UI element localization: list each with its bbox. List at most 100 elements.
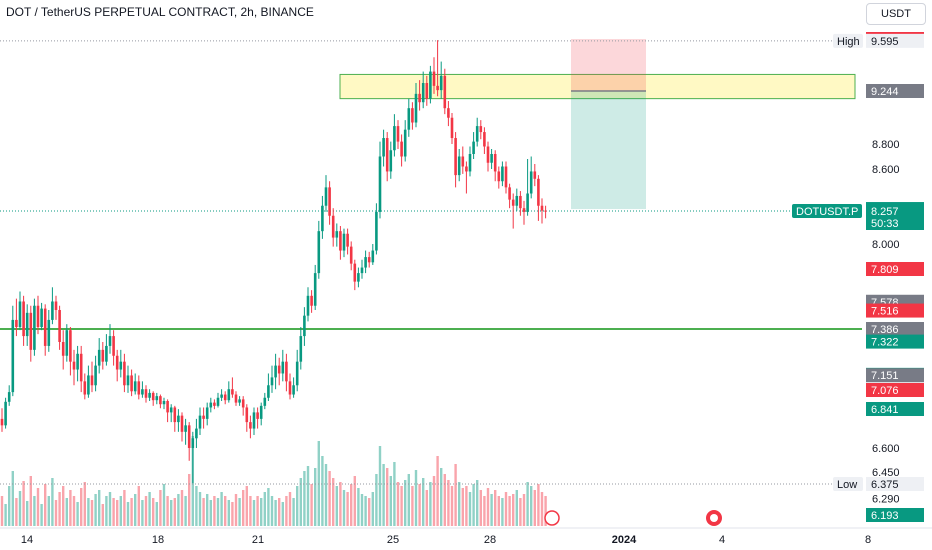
volume-bar [508,496,511,526]
volume-bar [342,490,346,526]
candle-body [389,150,393,172]
x-tick-label: 14 [21,534,33,546]
volume-bar [357,488,360,526]
candle-body [519,195,522,209]
volume-bar [360,494,364,526]
price-tag: 7.322 [871,337,899,349]
volume-bar [238,498,241,526]
candle-body [393,126,396,151]
candle-body [87,375,90,395]
candle-body [112,336,115,356]
volume-bar [328,471,331,526]
volume-bar [432,476,436,526]
take-profit-zone [571,91,646,210]
candle-body [310,295,313,306]
low-prefix: Low [837,479,857,491]
candle-body [15,319,18,328]
symbol-tag: DOTUSDT.P [796,206,858,218]
volume-bar [94,494,97,526]
volume-bar [180,490,184,526]
candle-body [130,375,133,392]
candle-body [169,407,173,413]
candle-body [436,85,439,91]
candle-body [0,418,4,426]
volume-bar [137,486,140,526]
volume-bar [242,490,245,526]
candle-body [385,138,389,172]
candle-body [447,108,450,118]
candle-body [180,415,184,432]
candle-body [515,195,519,206]
volume-bar [249,496,252,526]
y-tick-label: 8.000 [872,239,900,251]
volume-bar [396,482,400,526]
volume-bar [296,486,299,526]
volume-bar [22,481,25,526]
candle-body [133,381,137,392]
y-tick-label: 8.800 [872,139,900,151]
volume-bar [33,496,36,526]
volume-bar [281,502,284,526]
volume-bar [483,496,486,526]
candle-body [249,422,252,429]
price-tag: 7.151 [871,370,899,382]
high-prefix: High [837,36,860,48]
currency-selector[interactable]: USDT [866,3,926,25]
candle-body [339,231,342,251]
volume-bar [411,486,414,526]
volume-bar [458,482,461,526]
candle-body [65,330,69,356]
volume-bar [98,490,101,526]
volume-bar [389,476,392,526]
candle-body [220,394,223,398]
volume-bar [58,492,61,526]
price-tag-bg [866,402,924,416]
volume-bar [148,492,151,526]
candle-body [328,187,331,216]
volume-bar [8,486,11,526]
price-tag: 7.809 [871,264,899,276]
candle-body [274,365,277,378]
candle-body [533,171,537,179]
candle-body [259,405,263,419]
candle-body [245,407,249,423]
candle-body [144,389,148,398]
candle-body [155,396,159,401]
volume-bar [472,484,475,526]
price-tag: 6.841 [871,404,899,416]
volume-bar [155,502,158,526]
candle-body [241,399,245,408]
candle-body [216,397,220,406]
candle-body [205,407,209,419]
volume-bar [216,498,220,526]
candle-body [162,400,166,405]
candle-body [263,397,267,406]
volume-bar [101,504,104,526]
candle-body [540,205,544,211]
candle-body [371,250,375,263]
candle-body [511,199,515,206]
volume-bar [425,490,428,526]
low-tag-bg [866,477,924,491]
candle-body [461,156,465,167]
volume-bar [40,504,43,526]
candle-body [198,415,202,429]
candle-body [526,193,529,212]
candle-body [544,210,547,212]
candle-body [364,257,367,268]
volume-bar [54,500,58,526]
candle-body [501,166,504,182]
volume-bar [540,492,544,526]
volume-bar [530,486,533,526]
volume-bar [522,494,526,526]
volume-bar [231,502,234,526]
candle-body [47,319,51,346]
price-tag: 7.386 [871,324,899,336]
candle-body [54,301,58,310]
volume-bar [83,482,86,526]
volume-bar [105,496,108,526]
volume-bar [29,476,32,526]
candle-body [411,108,414,123]
candle-body [159,396,162,405]
volume-bar [490,494,493,526]
